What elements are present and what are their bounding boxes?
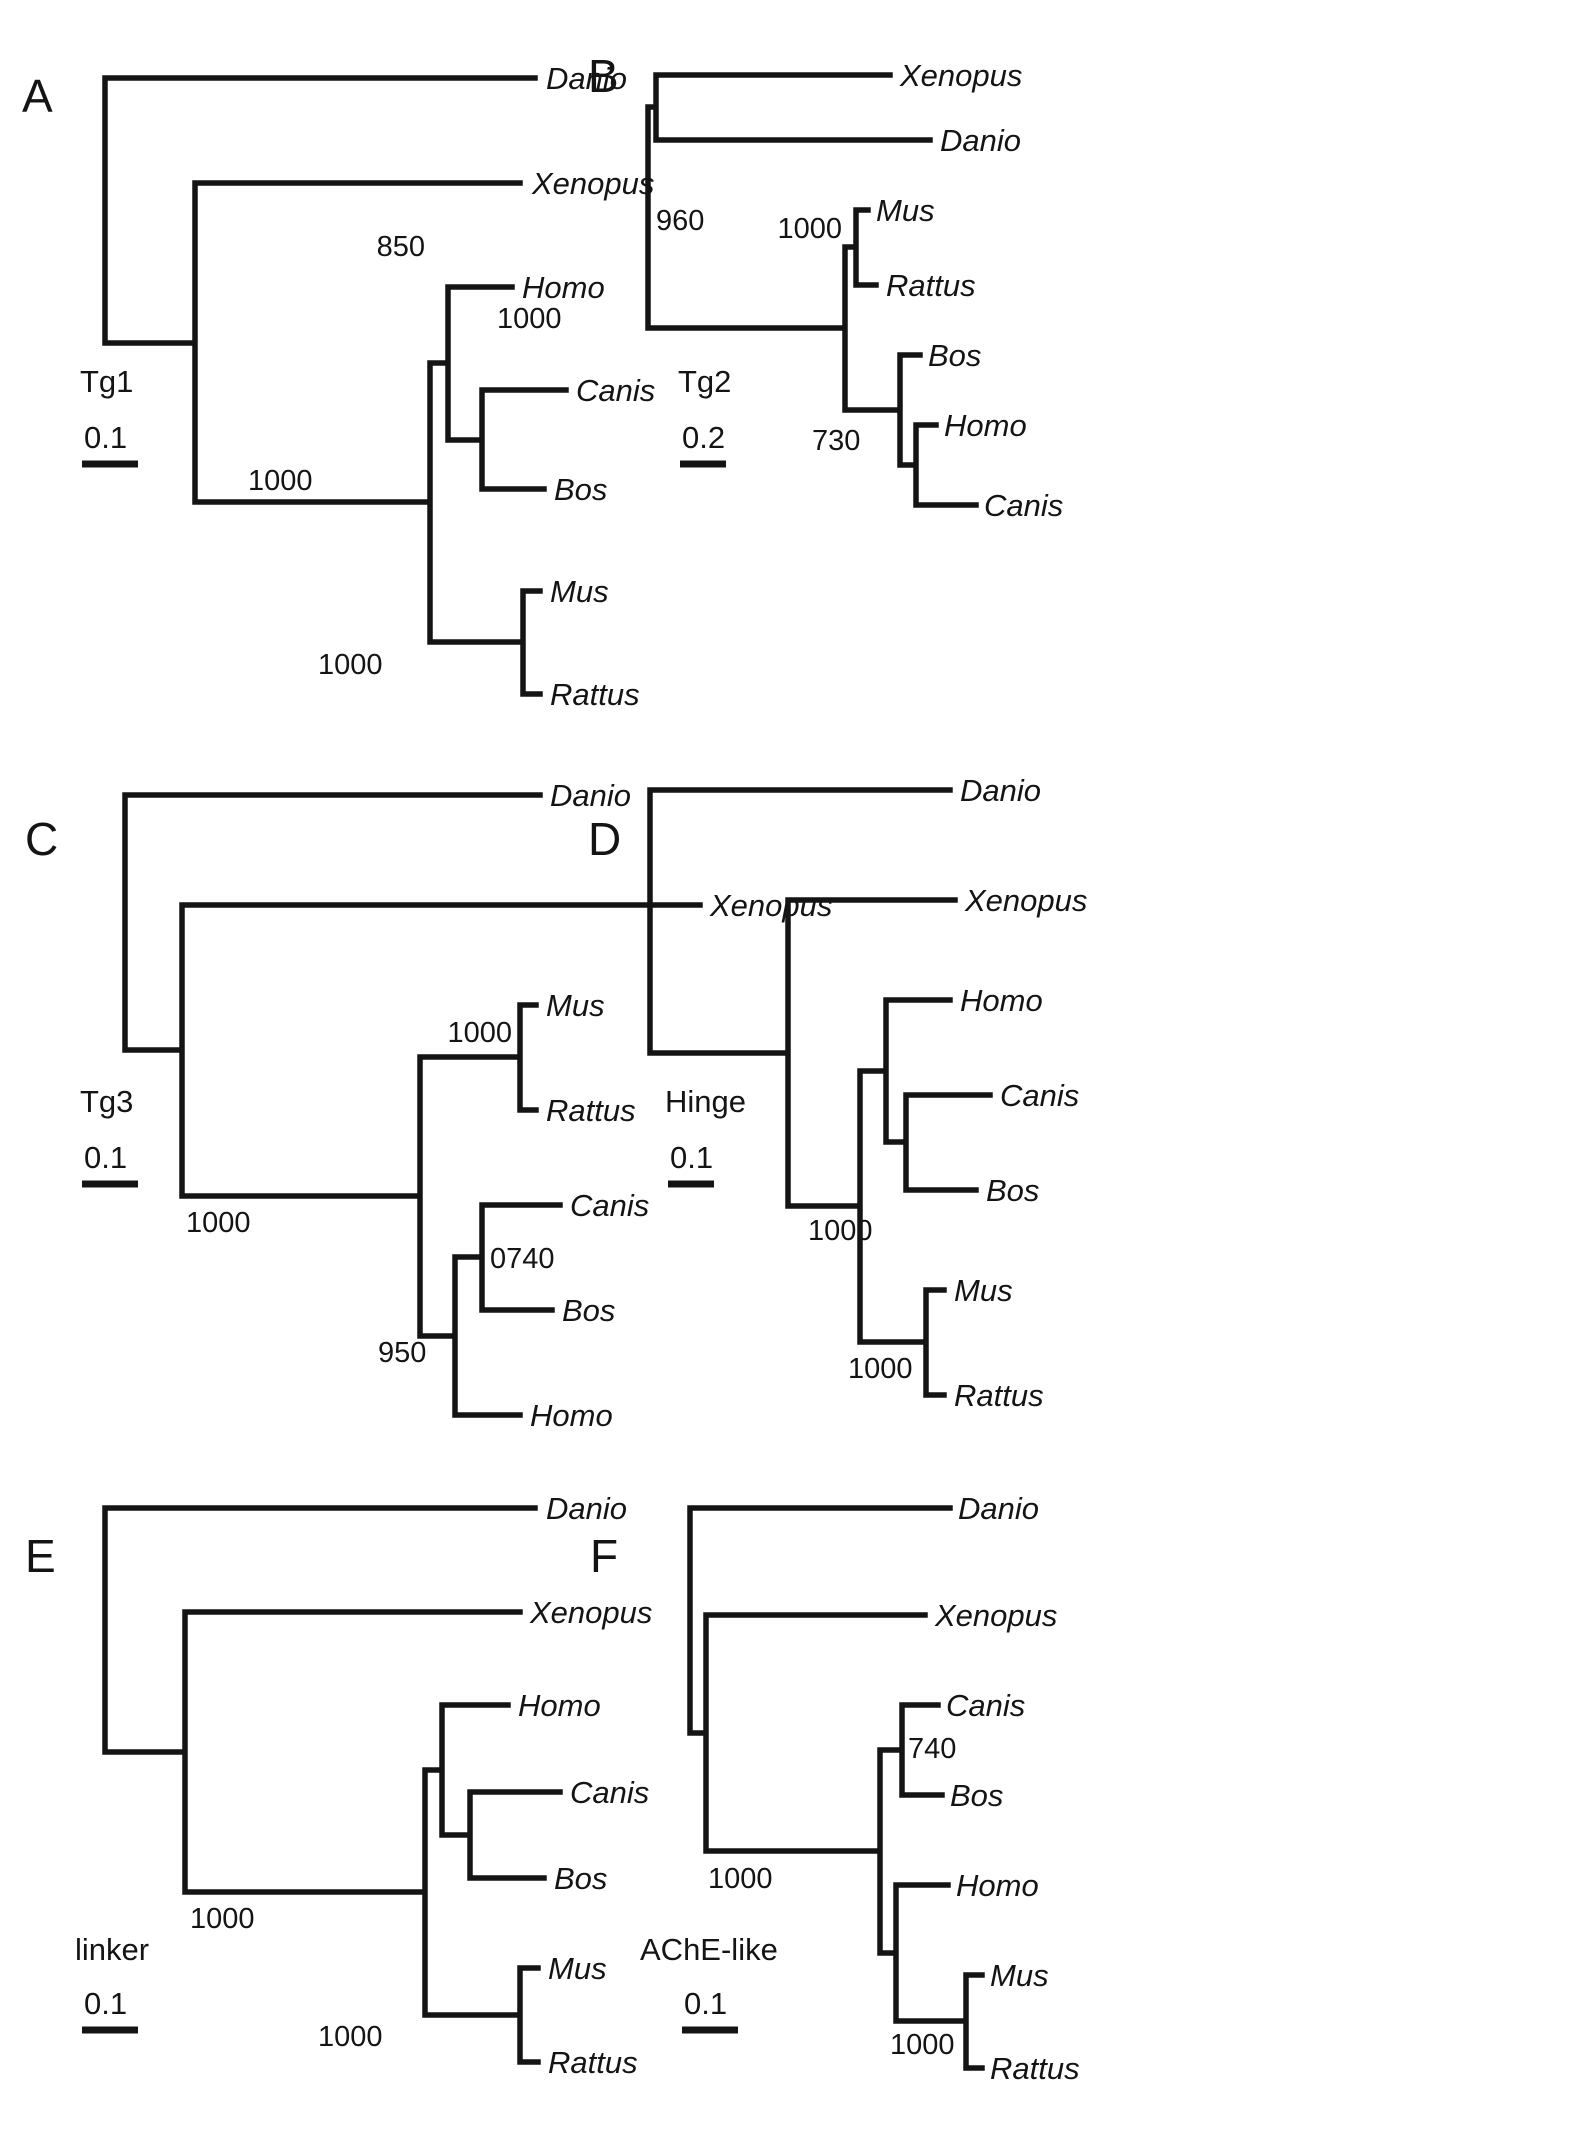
taxon-label-bos: Bos — [554, 472, 607, 507]
taxon-label-mus: Mus — [954, 1273, 1013, 1308]
taxon-label-rattus: Rattus — [546, 1093, 636, 1128]
bootstrap-label: 740 — [908, 1733, 956, 1765]
bootstrap-label: 1000 — [248, 465, 313, 497]
panel-c: C Danio Xenopus Mus Rattus Canis Bos Hom… — [25, 778, 832, 1433]
panel-a: A Danio Xenopus Homo Canis Bos Mus Rattu… — [22, 61, 655, 712]
taxon-label-xenopus: Xenopus — [709, 888, 832, 923]
taxon-label-danio: Danio — [546, 61, 627, 96]
taxon-label-bos: Bos — [950, 1778, 1003, 1813]
taxon-label-xenopus: Xenopus — [964, 883, 1087, 918]
taxon-label-bos: Bos — [928, 338, 981, 373]
bootstrap-label: 1000 — [708, 1863, 773, 1895]
taxon-label-canis: Canis — [576, 373, 655, 408]
scale-value: 0.2 — [682, 420, 725, 455]
taxon-label-mus: Mus — [550, 574, 609, 609]
taxon-label-homo: Homo — [956, 1868, 1039, 1903]
panel-letter-c: C — [25, 813, 58, 865]
taxon-label-danio: Danio — [958, 1491, 1039, 1526]
taxon-label-danio: Danio — [546, 1491, 627, 1526]
bootstrap-label: 730 — [812, 425, 860, 457]
bootstrap-label: 950 — [378, 1337, 426, 1369]
taxon-label-canis: Canis — [984, 488, 1063, 523]
taxon-label-canis: Canis — [570, 1188, 649, 1223]
taxon-label-mus: Mus — [548, 1951, 607, 1986]
taxon-label-rattus: Rattus — [548, 2045, 638, 2080]
taxon-label-mus: Mus — [876, 193, 935, 228]
panel-letter-e: E — [25, 1530, 56, 1582]
taxon-label-homo: Homo — [522, 270, 605, 305]
taxon-label-rattus: Rattus — [550, 677, 640, 712]
taxon-label-xenopus: Xenopus — [899, 58, 1022, 93]
taxon-label-danio: Danio — [550, 778, 631, 813]
taxon-label-danio: Danio — [940, 123, 1021, 158]
scale-value: 0.1 — [84, 420, 127, 455]
scale-value: 0.1 — [84, 1140, 127, 1175]
tree-d-branches — [647, 787, 993, 1398]
taxon-label-homo: Homo — [530, 1398, 613, 1433]
bootstrap-label: 850 — [377, 231, 425, 263]
gene-label: Tg1 — [80, 364, 133, 399]
bootstrap-label: 1000 — [318, 649, 383, 681]
panel-letter-a: A — [22, 70, 53, 122]
gene-label: AChE-like — [640, 1932, 778, 1967]
taxon-label-danio: Danio — [960, 773, 1041, 808]
panel-e: E Danio Xenopus Homo Canis Bos Mus Rattu… — [25, 1491, 652, 2080]
panel-letter-b: B — [588, 50, 619, 102]
taxon-label-rattus: Rattus — [954, 1378, 1044, 1413]
gene-label: linker — [75, 1932, 149, 1967]
tree-f-branches — [687, 1505, 985, 2071]
taxon-label-mus: Mus — [990, 1958, 1049, 1993]
bootstrap-label: 0740 — [490, 1243, 555, 1275]
gene-label: Tg2 — [678, 364, 731, 399]
taxon-label-xenopus: Xenopus — [531, 166, 654, 201]
bootstrap-label: 960 — [656, 205, 704, 237]
bootstrap-label: 1000 — [447, 1017, 512, 1049]
taxon-label-rattus: Rattus — [990, 2051, 1080, 2086]
bootstrap-label: 1000 — [186, 1207, 251, 1239]
bootstrap-label: 1000 — [890, 2029, 955, 2061]
panel-letter-d: D — [588, 813, 621, 865]
taxon-label-bos: Bos — [554, 1861, 607, 1896]
bootstrap-label: 1000 — [848, 1353, 913, 1385]
scale-value: 0.1 — [670, 1140, 713, 1175]
scale-value: 0.1 — [84, 1986, 127, 2021]
taxon-label-canis: Canis — [570, 1775, 649, 1810]
taxon-label-xenopus: Xenopus — [934, 1598, 1057, 1633]
tree-b-branches — [645, 72, 979, 508]
taxon-label-homo: Homo — [944, 408, 1027, 443]
gene-label: Tg3 — [80, 1084, 133, 1119]
panel-b: B Xenopus Danio Mus Rattus Bos Homo Cani… — [588, 50, 1063, 523]
taxon-label-mus: Mus — [546, 988, 605, 1023]
taxon-label-bos: Bos — [562, 1293, 615, 1328]
bootstrap-label: 1000 — [318, 2021, 383, 2053]
panel-f: F Danio Xenopus Canis Bos Homo Mus Rattu… — [590, 1491, 1080, 2086]
scale-value: 0.1 — [684, 1986, 727, 2021]
taxon-label-rattus: Rattus — [886, 268, 976, 303]
taxon-label-bos: Bos — [986, 1173, 1039, 1208]
taxon-label-canis: Canis — [1000, 1078, 1079, 1113]
panel-letter-f: F — [590, 1530, 618, 1582]
tree-c-branches — [122, 792, 703, 1418]
tree-e-branches — [102, 1505, 563, 2065]
bootstrap-label: 1000 — [808, 1215, 873, 1247]
bootstrap-label: 1000 — [190, 1903, 255, 1935]
panel-d: D Danio Xenopus Homo Canis Bos Mus Rattu… — [588, 773, 1087, 1413]
taxon-label-homo: Homo — [960, 983, 1043, 1018]
bootstrap-label: 1000 — [777, 213, 842, 245]
bootstrap-label: 1000 — [497, 303, 562, 335]
gene-label: Hinge — [665, 1084, 746, 1119]
taxon-label-xenopus: Xenopus — [529, 1595, 652, 1630]
taxon-label-canis: Canis — [946, 1688, 1025, 1723]
tree-a-branches — [102, 75, 569, 697]
taxon-label-homo: Homo — [518, 1688, 601, 1723]
